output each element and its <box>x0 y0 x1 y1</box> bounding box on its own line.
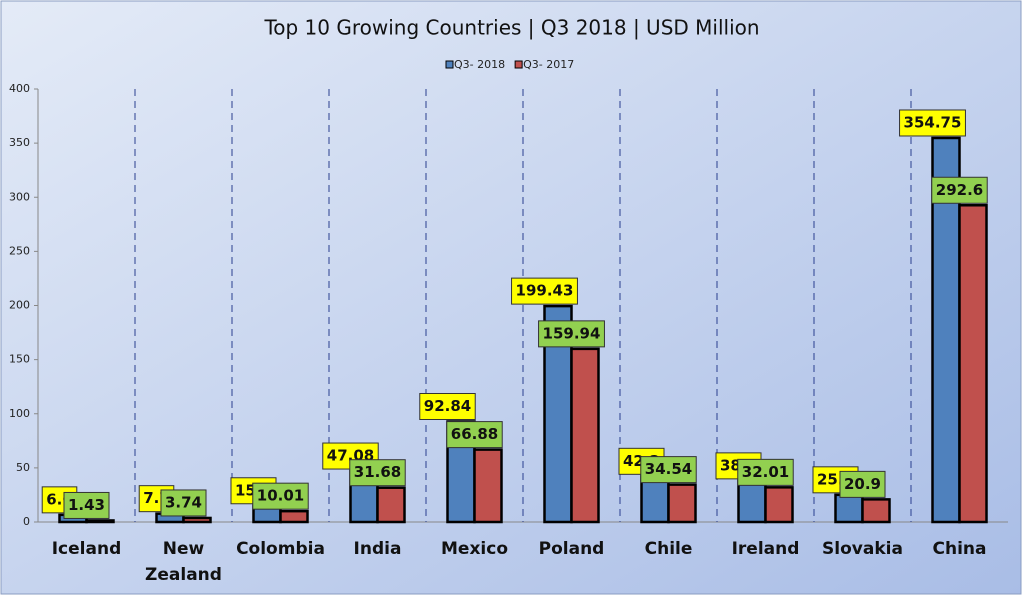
value-label: 32.01 <box>742 463 789 481</box>
bar <box>737 479 767 524</box>
value-label: 199.43 <box>516 282 574 300</box>
y-tick-label: 0 <box>23 515 30 528</box>
value-label: 159.94 <box>543 324 601 342</box>
legend-swatch <box>514 60 523 69</box>
value-label-box <box>160 489 207 517</box>
value-label-box <box>63 491 110 519</box>
value-label: 31.68 <box>354 463 401 481</box>
value-label: 10.01 <box>257 487 304 505</box>
bar <box>570 347 600 524</box>
value-label: 92.84 <box>424 397 471 415</box>
x-tick-label: India <box>353 539 402 559</box>
value-label-box <box>349 459 406 487</box>
value-label-box <box>839 470 886 498</box>
x-tick-label: Mexico <box>441 539 508 559</box>
legend-label: Q3- 2018 <box>454 58 505 71</box>
value-label: 354.75 <box>904 113 962 131</box>
legend-label: Q3- 2017 <box>523 58 574 71</box>
value-label-box <box>640 456 697 484</box>
y-tick-label: 250 <box>9 244 30 257</box>
value-label-box <box>252 482 309 510</box>
bar <box>182 516 212 524</box>
x-tick-label: China <box>932 539 987 559</box>
x-tick-label: Colombia <box>236 539 325 559</box>
y-tick-label: 200 <box>9 299 30 312</box>
y-tick-label: 400 <box>9 82 30 95</box>
bar <box>861 498 891 524</box>
value-label: 292.6 <box>936 181 983 199</box>
x-tick-label: Iceland <box>51 539 122 559</box>
x-tick-label: Ireland <box>731 539 800 559</box>
value-label-box <box>899 109 966 137</box>
bar <box>279 509 309 524</box>
bar <box>834 493 864 524</box>
legend-swatch <box>445 60 454 69</box>
value-label-box <box>446 421 503 449</box>
bar <box>764 486 794 524</box>
value-label: 66.88 <box>451 425 498 443</box>
bar <box>640 475 670 524</box>
y-tick-label: 350 <box>9 136 30 149</box>
x-tick-label: Slovakia <box>822 539 903 559</box>
x-tick-label: Chile <box>644 539 693 559</box>
value-label: 1.43 <box>68 496 105 514</box>
y-tick-label: 300 <box>9 190 30 203</box>
bar <box>473 448 503 524</box>
value-label-box <box>931 176 988 204</box>
bar <box>376 486 406 524</box>
value-label-box <box>538 320 605 348</box>
value-label: 34.54 <box>645 460 692 478</box>
value-label: 3.74 <box>165 493 202 511</box>
bar <box>85 519 115 524</box>
y-tick-label: 100 <box>9 407 30 420</box>
x-tick-label: New Zealand <box>145 539 222 585</box>
bar <box>667 483 697 524</box>
y-tick-label: 150 <box>9 353 30 366</box>
value-label-box <box>419 393 476 421</box>
chart-title: Top 10 Growing Countries | Q3 2018 | USD… <box>263 16 759 40</box>
x-tick-label: Poland <box>538 539 605 559</box>
bar <box>958 204 988 524</box>
value-label-box <box>511 277 578 305</box>
value-label: 20.9 <box>844 475 881 493</box>
value-label-box <box>737 458 794 486</box>
y-tick-label: 50 <box>16 461 30 474</box>
